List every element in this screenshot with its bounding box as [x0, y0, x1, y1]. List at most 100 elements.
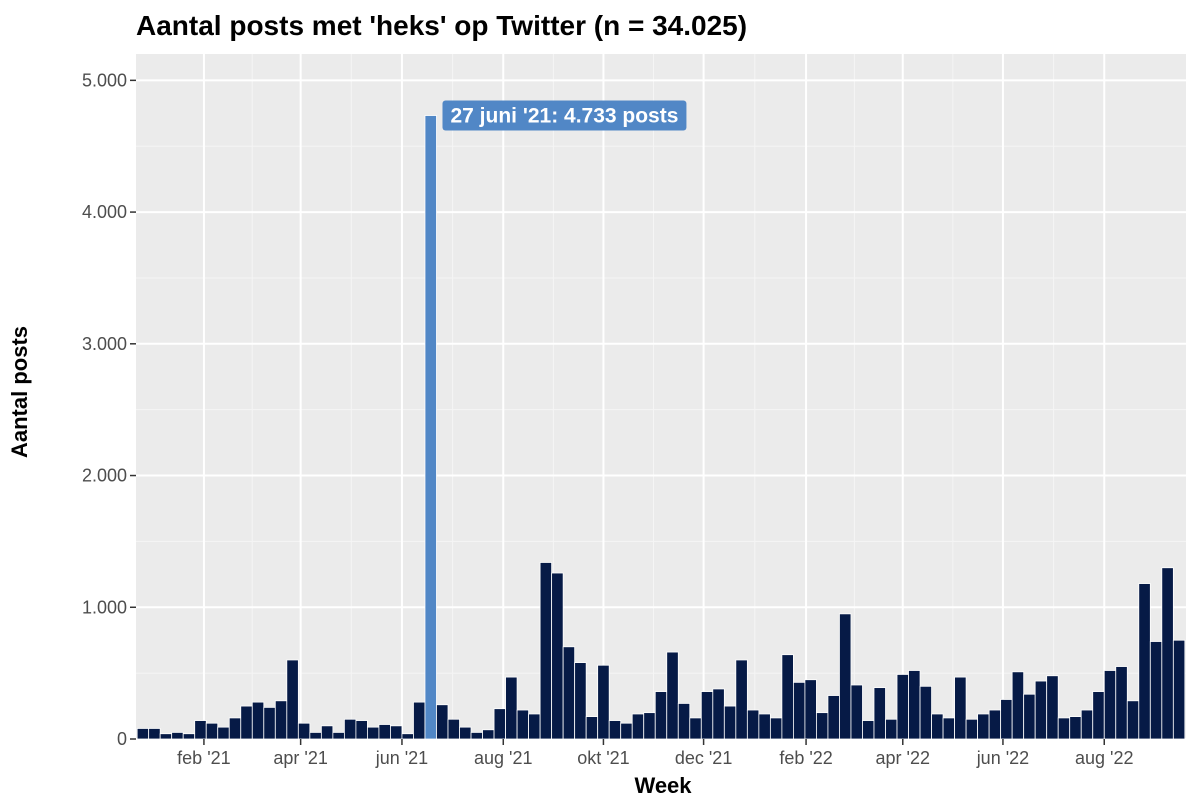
bar	[1046, 675, 1059, 740]
bar	[1149, 641, 1163, 740]
bar	[712, 688, 725, 740]
bar	[631, 713, 645, 740]
bar	[1126, 700, 1140, 740]
bar	[343, 718, 357, 740]
bar	[286, 659, 299, 740]
y-tick-label: 2.000	[82, 466, 127, 486]
bar	[136, 728, 150, 740]
bar	[447, 718, 460, 740]
bar	[723, 705, 737, 740]
bar	[746, 709, 760, 740]
bar	[666, 651, 679, 740]
bar	[735, 659, 748, 740]
bar	[862, 720, 875, 740]
bar	[689, 717, 702, 740]
bar	[159, 733, 173, 740]
x-tick-label: feb '22	[779, 748, 832, 768]
bar	[574, 662, 587, 740]
bar-highlight	[424, 115, 437, 740]
bar	[1023, 693, 1036, 740]
bar	[1080, 709, 1094, 740]
y-axis-title: Aantal posts	[7, 326, 32, 458]
bar	[839, 613, 852, 740]
bar	[816, 712, 829, 740]
bar	[700, 691, 714, 740]
plot-panel	[136, 54, 1186, 739]
bar	[171, 732, 184, 740]
bar	[758, 713, 771, 740]
bar	[332, 732, 345, 740]
bar	[1057, 717, 1071, 740]
x-tick-label: aug '22	[1075, 748, 1134, 768]
bar	[908, 670, 921, 740]
x-tick-label: feb '21	[177, 748, 230, 768]
bar	[528, 713, 541, 740]
x-tick-label: jun '21	[375, 748, 428, 768]
bar	[965, 718, 979, 740]
x-tick-label: aug '21	[474, 748, 533, 768]
bar	[954, 676, 967, 740]
bar	[677, 703, 691, 740]
bar	[263, 706, 276, 740]
x-tick-label: okt '21	[577, 748, 629, 768]
y-tick-label: 5.000	[82, 70, 127, 90]
bar	[585, 716, 599, 740]
bar	[470, 732, 483, 740]
bar	[781, 654, 794, 740]
y-tick-label: 3.000	[82, 334, 127, 354]
bar	[401, 733, 414, 740]
x-tick-label: apr '22	[876, 748, 930, 768]
bar	[459, 726, 472, 740]
bar	[931, 713, 944, 740]
bar	[793, 681, 806, 740]
bar	[205, 722, 219, 740]
bar	[320, 725, 334, 740]
bar	[505, 676, 518, 740]
x-tick-label: jun '22	[976, 748, 1029, 768]
bar	[1103, 670, 1117, 740]
bar	[608, 720, 622, 740]
bar	[194, 720, 207, 740]
grid-minor	[136, 54, 1186, 739]
bar	[977, 713, 990, 740]
x-tick-label: apr '21	[273, 748, 327, 768]
y-tick-label: 1.000	[82, 597, 127, 617]
bar	[873, 687, 886, 740]
bar	[413, 701, 426, 740]
bar	[274, 700, 288, 740]
bars	[136, 115, 1186, 740]
bar	[390, 725, 403, 740]
bar	[1092, 691, 1105, 740]
bar	[769, 717, 783, 740]
y-tick-label: 0	[117, 729, 127, 749]
annotation-label: 27 juni '21: 4.733 posts	[450, 105, 678, 128]
bar	[1172, 639, 1186, 740]
bar	[297, 722, 311, 740]
bar	[597, 664, 610, 740]
bar	[643, 712, 656, 740]
bar	[182, 733, 196, 740]
bar	[309, 732, 322, 740]
bar	[1000, 699, 1013, 740]
y-axis: 0 1.000 2.000 3.000 4.000 5.000	[82, 70, 136, 749]
x-axis-title: Week	[634, 773, 692, 798]
bar	[251, 701, 265, 740]
bar	[516, 709, 529, 740]
y-tick-label: 4.000	[82, 202, 127, 222]
bar	[217, 726, 230, 740]
bar	[919, 685, 932, 740]
bar	[551, 572, 564, 740]
annotation: 27 juni '21: 4.733 posts	[442, 100, 687, 131]
bar	[1115, 666, 1128, 740]
x-axis: feb '21 apr '21 jun '21 aug '21 okt '21 dec '…	[177, 739, 1134, 768]
bar	[1161, 567, 1174, 740]
x-tick-label: dec '21	[675, 748, 732, 768]
bar	[148, 728, 161, 740]
bar	[850, 684, 863, 740]
bar	[1138, 583, 1151, 740]
grid-major	[136, 54, 1186, 740]
bar	[367, 726, 380, 740]
bar	[493, 708, 506, 740]
bar	[827, 695, 840, 740]
